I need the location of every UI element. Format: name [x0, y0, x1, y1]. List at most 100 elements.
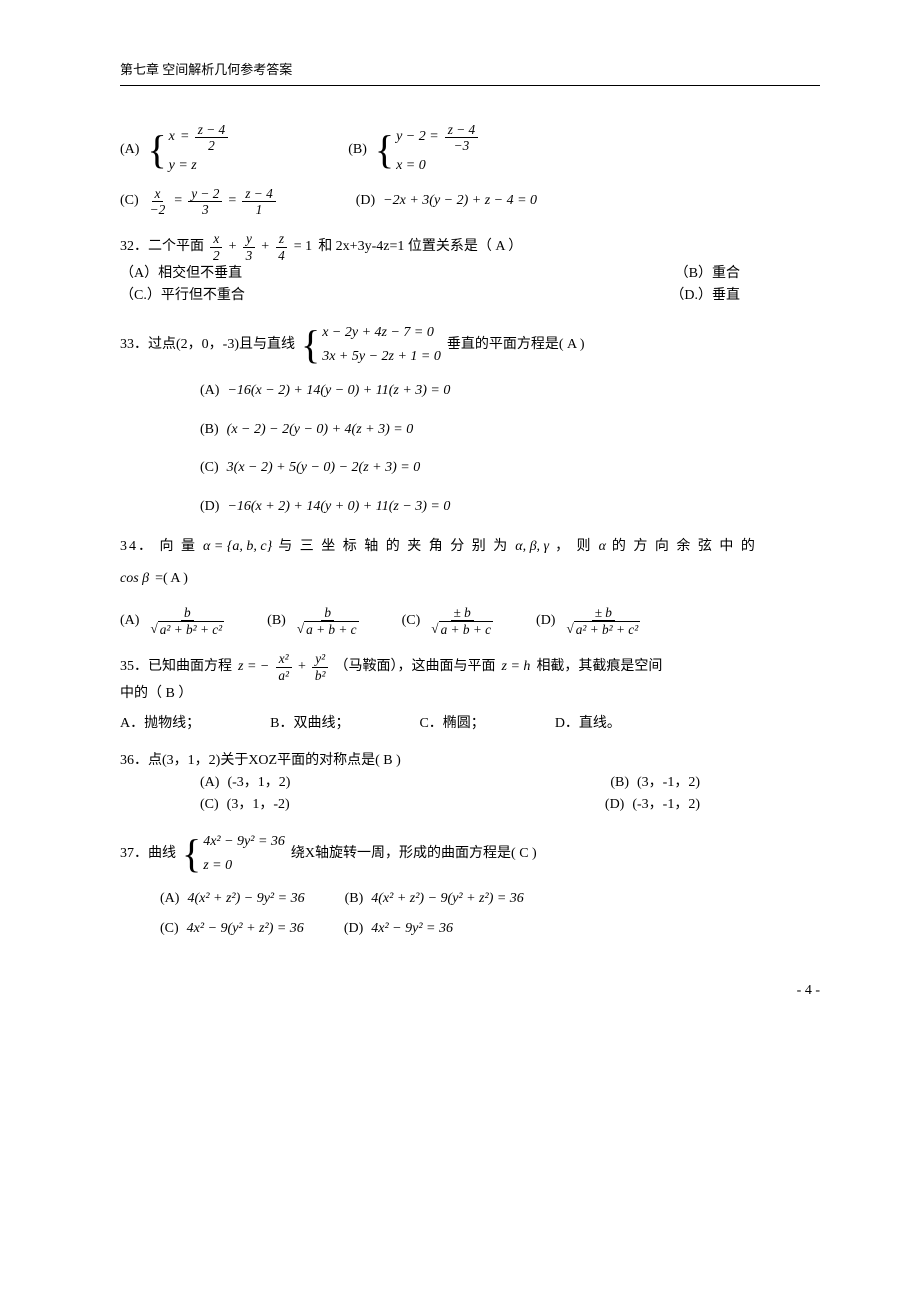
opt-label: (C)	[200, 457, 219, 479]
equation: z = h	[502, 656, 531, 678]
eq-part: x	[169, 126, 175, 148]
frac-den: 3	[199, 202, 212, 217]
opt-label: (A)	[200, 380, 219, 402]
frac-num: z − 4	[195, 122, 228, 138]
stem-text: 37．曲线	[120, 843, 176, 865]
q37-opt-a: (A) 4(x² + z²) − 9y² = 36	[160, 888, 305, 910]
q34-opt-d: (D) ± b √a² + b² + c²	[536, 605, 643, 638]
opt-text: (-3，1，2)	[227, 772, 290, 794]
q37-opt-b: (B)4(x² + z²) − 9(y² + z²) = 36	[345, 888, 524, 910]
q34-opt-b: (B) b √a + b + c	[267, 605, 361, 638]
equation: 3(x − 2) + 5(y − 0) − 2(z + 3) = 0	[227, 457, 421, 479]
opt-label: (B)	[348, 139, 367, 161]
opt-label: (D)	[344, 918, 363, 940]
eq-part: z = −	[238, 656, 269, 678]
eq-line: x = 0	[396, 155, 478, 177]
equation: 4(x² + z²) − 9y² = 36	[187, 888, 304, 910]
frac-den: 3	[243, 248, 256, 263]
q37: 37．曲线 { 4x² − 9y² = 36 z = 0 绕X轴旋转一周，形成的…	[120, 831, 820, 941]
equation: −16(x + 2) + 14(y + 0) + 11(z − 3) = 0	[227, 496, 450, 518]
q34-opt-c: (C) ± b √a + b + c	[402, 605, 496, 638]
eq: = 1	[294, 236, 312, 258]
opt-label: (C)	[402, 610, 421, 632]
equation: α, β, γ	[515, 536, 549, 558]
frac-num: y − 2	[188, 186, 222, 202]
stem-text: ， 则	[555, 536, 593, 558]
frac-den: −2	[147, 202, 169, 217]
q34: 34． 向 量 α = {a, b, c} 与 三 坐 标 轴 的 夹 角 分 …	[120, 536, 820, 637]
eq-sign: =	[228, 190, 236, 212]
op: +	[298, 656, 306, 678]
stem-text: 绕X轴旋转一周，形成的曲面方程是( C )	[291, 843, 537, 865]
stem-text: =( A )	[155, 568, 188, 590]
radicand: a + b + c	[439, 621, 493, 637]
sys-eq: 4x² − 9y² = 36	[203, 831, 285, 853]
q35-opt-d: D．直线。	[555, 713, 621, 735]
eq-part: =	[181, 126, 189, 148]
q34-opt-a: (A) b √a² + b² + c²	[120, 605, 227, 638]
equation: 4x² − 9(y² + z²) = 36	[187, 918, 304, 940]
opt-label: (D)	[536, 610, 555, 632]
opt-label: (B)	[267, 610, 286, 632]
opt-label: (A)	[120, 139, 139, 161]
q31-opt-b: (B) { y − 2 = z − 4−3 x = 0	[348, 122, 478, 178]
equation: −2x + 3(y − 2) + z − 4 = 0	[383, 190, 537, 212]
opt-text: (-3，-1，2)	[632, 794, 700, 816]
stem-text: 的 方 向 余 弦 中 的	[612, 536, 757, 558]
frac-num: ± b	[451, 605, 474, 621]
equation: α	[599, 536, 606, 558]
eq-part: y − 2 =	[396, 126, 439, 148]
stem-text: 33．过点(2，0，-3)且与直线	[120, 334, 295, 356]
q32-opt-b: （B）重合	[675, 263, 740, 285]
frac-num: y	[243, 231, 255, 247]
stem-text: 32．二个平面	[120, 236, 204, 258]
frac-num: z − 4	[242, 186, 275, 202]
q33: 33．过点(2，0，-3)且与直线 { x − 2y + 4z − 7 = 0 …	[120, 322, 820, 518]
sys-eq: 3x + 5y − 2z + 1 = 0	[322, 346, 441, 368]
frac-num: ± b	[592, 605, 615, 621]
stem-text: 36．点(3，1，2)关于XOZ平面的对称点是( B )	[120, 750, 820, 772]
radicand: a + b + c	[304, 621, 358, 637]
equation: (x − 2) − 2(y − 0) + 4(z + 3) = 0	[227, 419, 414, 441]
frac-num: z	[276, 231, 287, 247]
opt-label: (C)	[160, 918, 179, 940]
equation: 4x² − 9y² = 36	[371, 918, 453, 940]
radicand: a² + b² + c²	[158, 621, 224, 637]
q36: 36．点(3，1，2)关于XOZ平面的对称点是( B ) (A)(-3，1，2)…	[120, 750, 820, 817]
frac-den: 4	[275, 248, 288, 263]
op: +	[261, 236, 269, 258]
stem-text: 和 2x+3y-4z=1 位置关系是（ A ）	[318, 236, 522, 258]
stem-text: 34． 向 量	[120, 536, 197, 558]
eq-sign: =	[174, 190, 182, 212]
frac-num: b	[181, 605, 194, 621]
opt-text: (3，1，-2)	[227, 794, 290, 816]
equation: α = {a, b, c}	[203, 536, 272, 558]
opt-label: (B)	[610, 772, 629, 794]
opt-label: (A)	[160, 888, 179, 910]
q37-opt-c: (C) 4x² − 9(y² + z²) = 36	[160, 918, 304, 940]
frac-num: x²	[276, 651, 292, 667]
frac-num: x	[210, 231, 222, 247]
opt-label: (A)	[120, 610, 139, 632]
frac-den: a²	[275, 668, 292, 683]
opt-label: (C)	[120, 190, 139, 212]
q31-opt-d: (D) −2x + 3(y − 2) + z − 4 = 0	[356, 190, 537, 212]
stem-text: 中的（ B ）	[120, 683, 820, 705]
sys-eq: z = 0	[203, 855, 285, 877]
opt-label: (B)	[345, 888, 364, 910]
q35-opt-a: A．抛物线；	[120, 713, 200, 735]
frac-num: y²	[312, 651, 328, 667]
opt-label: (D)	[605, 794, 624, 816]
q35-opt-b: B．双曲线；	[270, 713, 349, 735]
page-header: 第七章 空间解析几何参考答案	[120, 60, 820, 86]
q31-opt-a: (A) { x= z − 42 y = z	[120, 122, 228, 178]
frac-den: −3	[451, 138, 473, 153]
radicand: a² + b² + c²	[574, 621, 640, 637]
frac-num: b	[321, 605, 334, 621]
equation: cos β	[120, 568, 149, 590]
stem-text: 垂直的平面方程是( A )	[447, 334, 585, 356]
opt-text: (3，-1，2)	[637, 772, 700, 794]
frac-den: 2	[205, 138, 218, 153]
frac-den: 2	[210, 248, 223, 263]
equation: −16(x − 2) + 14(y − 0) + 11(z + 3) = 0	[227, 380, 450, 402]
